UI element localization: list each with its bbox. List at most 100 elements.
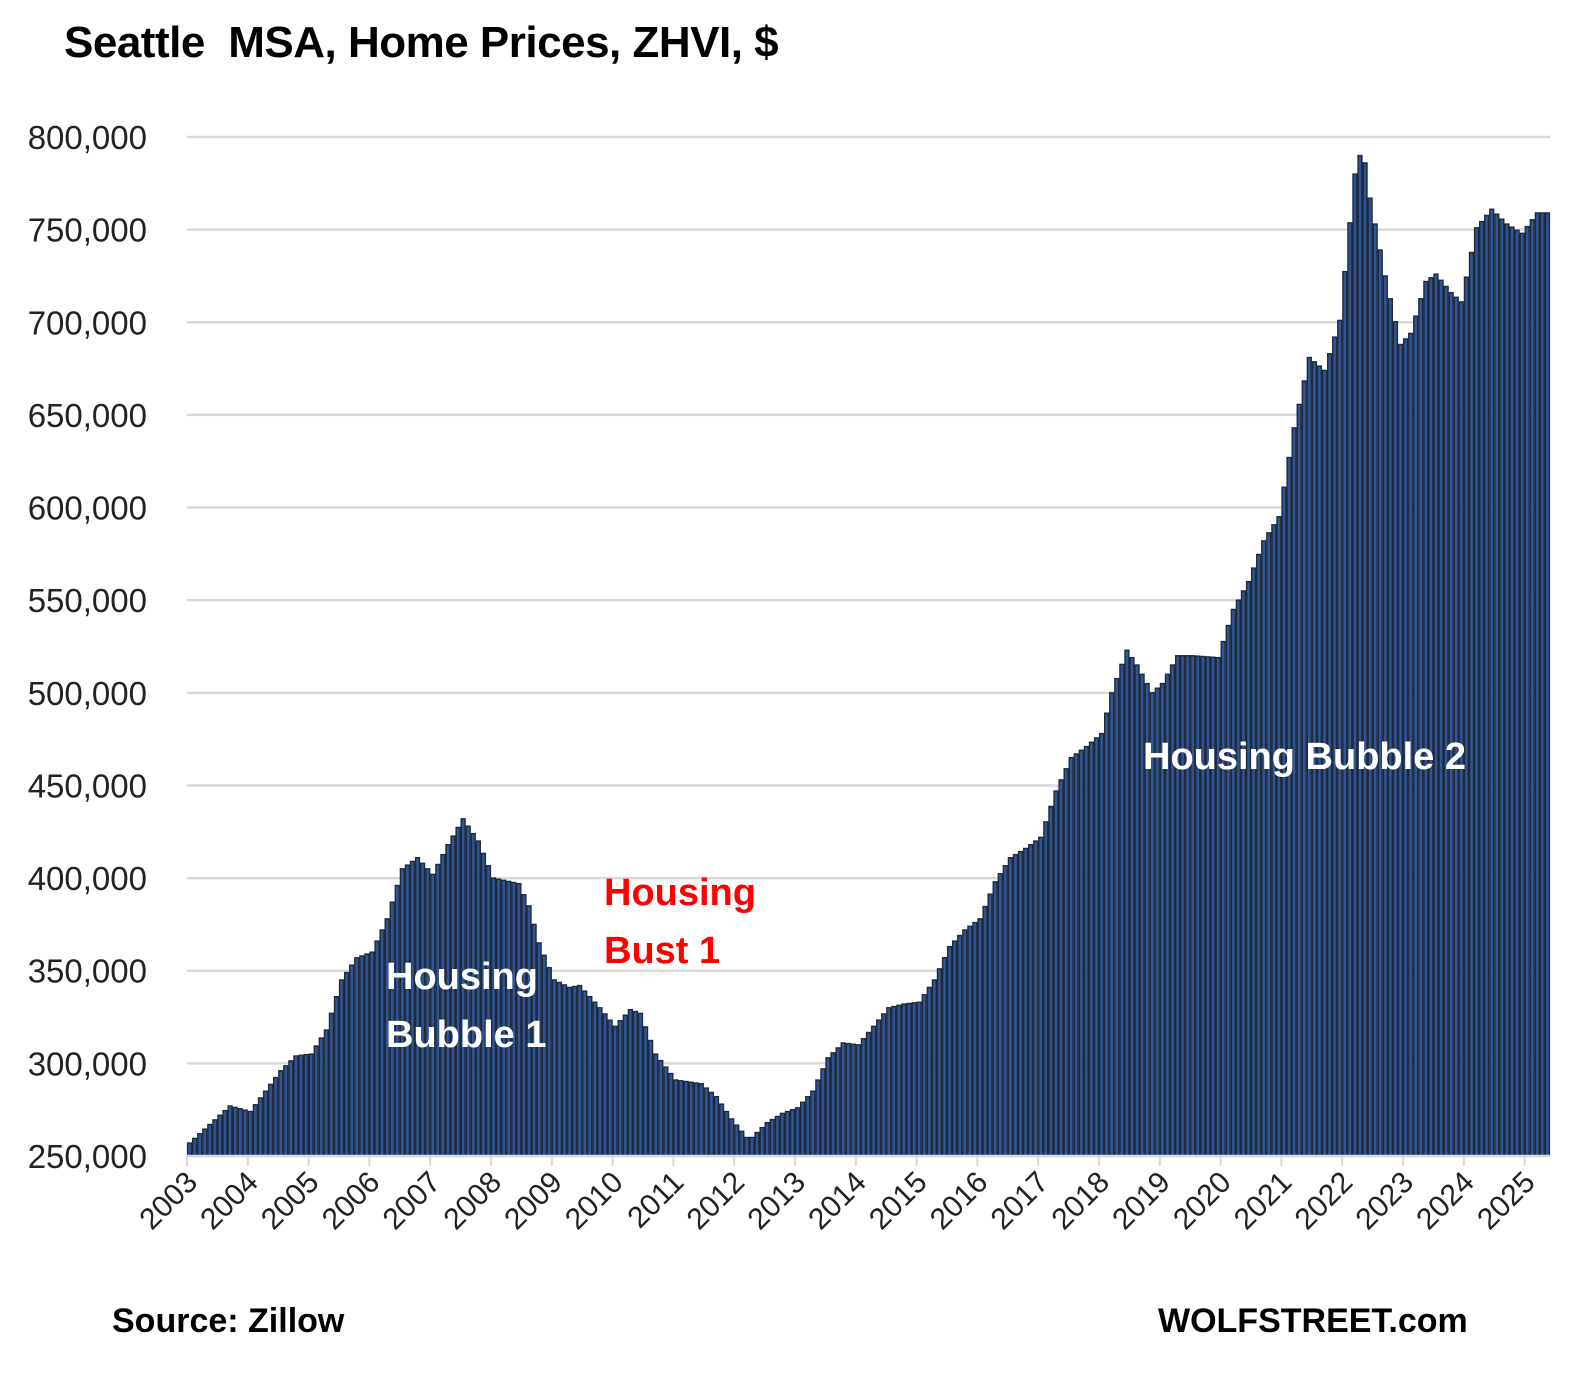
bar (977, 918, 983, 1157)
bar (734, 1124, 740, 1157)
bar (1281, 486, 1287, 1157)
bar (1423, 280, 1429, 1157)
bar (1352, 173, 1358, 1157)
annotation-housing-bust-1: Housing Bust 1 (604, 864, 756, 980)
bar (197, 1133, 203, 1157)
bar (708, 1091, 715, 1157)
x-tick-label: 2019 (1106, 1166, 1177, 1237)
bar (921, 994, 927, 1157)
bar (1494, 213, 1500, 1157)
bar (663, 1066, 669, 1157)
bar (1342, 270, 1348, 1157)
x-tick-label: 2024 (1410, 1166, 1481, 1237)
bar (186, 1142, 193, 1157)
bar (769, 1118, 775, 1157)
bar (571, 985, 578, 1157)
bar (232, 1106, 238, 1157)
bar (1083, 745, 1090, 1157)
bar (1266, 532, 1272, 1157)
y-tick-label: 250,000 (28, 1138, 147, 1175)
y-tick-label: 400,000 (28, 860, 147, 897)
bar (257, 1097, 264, 1157)
x-tick-label: 2005 (255, 1166, 326, 1237)
bar (222, 1109, 228, 1157)
bar (566, 986, 573, 1157)
bar (815, 1079, 821, 1157)
bar (759, 1126, 765, 1157)
bar (308, 1053, 314, 1157)
bar (982, 905, 988, 1157)
bar (267, 1083, 274, 1157)
bar (1357, 154, 1363, 1157)
bar (1276, 516, 1282, 1157)
x-tick-label: 2014 (802, 1166, 873, 1237)
bar (967, 925, 973, 1157)
bar (668, 1072, 674, 1157)
y-tick-label: 650,000 (28, 397, 147, 434)
bar (1453, 296, 1459, 1157)
bar (810, 1090, 816, 1157)
bar (881, 1013, 887, 1157)
bar (647, 1039, 654, 1157)
bar (723, 1110, 730, 1157)
bar (303, 1054, 309, 1157)
bar (718, 1103, 725, 1157)
bar (870, 1025, 877, 1157)
bar (789, 1108, 796, 1157)
bar (784, 1110, 791, 1157)
bar (1225, 624, 1231, 1157)
bar (617, 1020, 623, 1157)
bar (906, 1002, 912, 1157)
bar (1473, 227, 1480, 1157)
bar (1271, 524, 1277, 1157)
bar (283, 1065, 289, 1157)
y-tick-label: 450,000 (28, 767, 147, 804)
bar (237, 1108, 243, 1157)
bar (602, 1013, 608, 1157)
bar (1058, 779, 1064, 1157)
bar (1438, 279, 1444, 1157)
bar (764, 1121, 770, 1157)
bar (592, 1001, 598, 1157)
bar (1377, 249, 1383, 1157)
bar (612, 1025, 618, 1157)
bar (830, 1052, 836, 1157)
bar (354, 957, 360, 1157)
x-tick-label: 2009 (498, 1166, 569, 1237)
bar (1012, 853, 1019, 1157)
bar (1347, 222, 1353, 1157)
bar (805, 1096, 811, 1157)
bar (1129, 656, 1135, 1157)
bar (278, 1070, 284, 1157)
bar (1073, 753, 1079, 1157)
bar (860, 1037, 867, 1157)
bar (1002, 865, 1008, 1157)
bar (952, 940, 958, 1157)
bar (835, 1047, 841, 1157)
bar (1484, 214, 1490, 1157)
annotation-housing-bubble-1: Housing Bubble 1 (386, 948, 546, 1064)
bar (936, 968, 943, 1157)
bar (1048, 805, 1054, 1157)
bar (926, 986, 932, 1157)
x-tick-label: 2008 (437, 1166, 508, 1237)
bar (799, 1101, 806, 1157)
bar (713, 1096, 720, 1157)
bar (627, 1008, 633, 1157)
bar (298, 1054, 304, 1157)
bar (1038, 836, 1044, 1157)
bar (1534, 212, 1540, 1157)
bar (1235, 599, 1242, 1157)
bar (997, 873, 1003, 1157)
bar (1098, 732, 1105, 1157)
y-tick-label: 750,000 (28, 212, 147, 249)
annotation-line: Bust 1 (604, 930, 721, 972)
bar (774, 1115, 780, 1157)
bar (1124, 649, 1130, 1157)
bar (1291, 427, 1297, 1157)
bar (1367, 197, 1373, 1157)
bar (688, 1081, 694, 1157)
bar (658, 1059, 664, 1157)
bar (1524, 225, 1530, 1157)
bar (987, 893, 993, 1157)
